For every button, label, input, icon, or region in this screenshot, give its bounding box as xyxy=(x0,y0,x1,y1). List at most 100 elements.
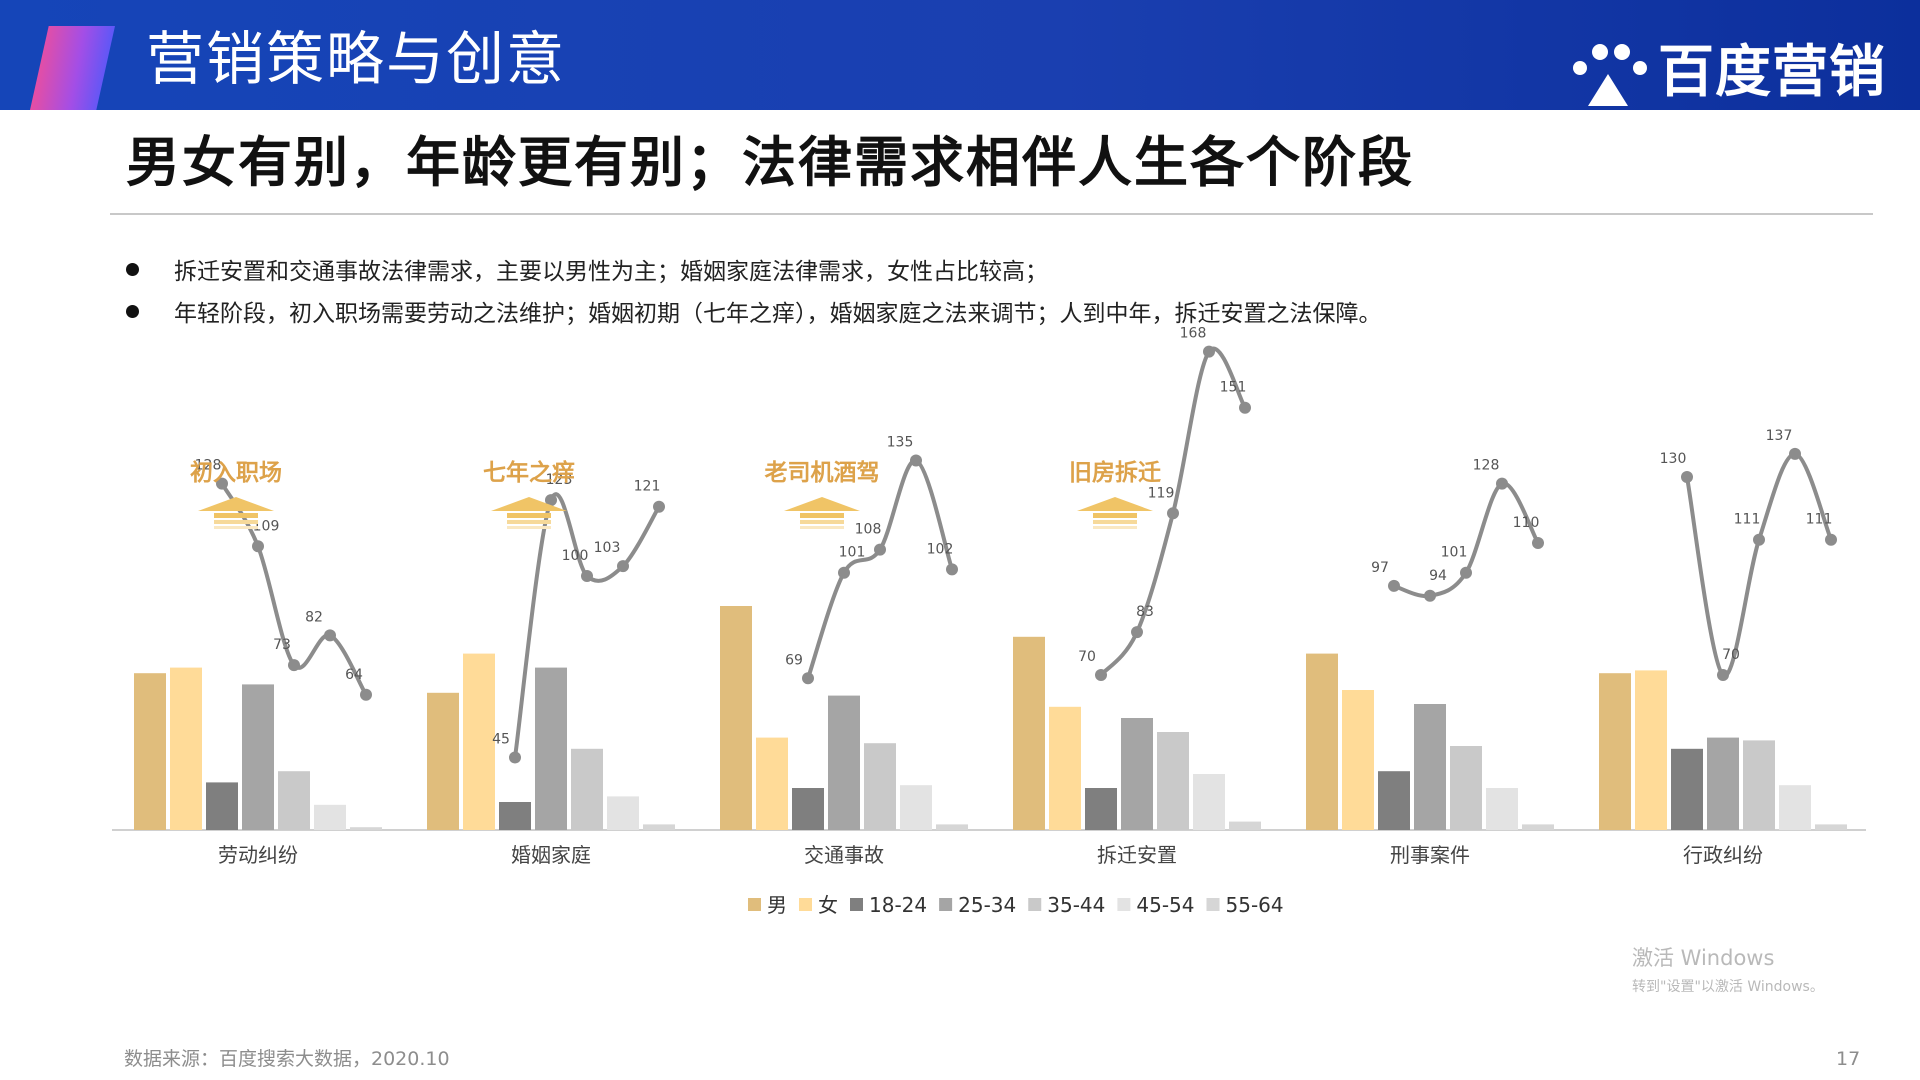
up-arrow-icon xyxy=(214,513,258,518)
index-line-交通事故 xyxy=(806,458,954,679)
up-arrow-icon xyxy=(198,497,274,511)
index-label-拆迁安置: 168 xyxy=(1180,326,1207,342)
index-point-劳动纠纷 xyxy=(288,659,300,672)
index-point-拆迁安置 xyxy=(1167,507,1179,520)
bar-55-64-交通事故 xyxy=(936,824,968,830)
index-point-刑事案件 xyxy=(1496,477,1508,490)
category-label: 劳动纠纷 xyxy=(218,843,298,867)
bar-25-34-劳动纠纷 xyxy=(242,684,274,830)
index-label-刑事案件: 97 xyxy=(1371,560,1389,576)
index-line-刑事案件 xyxy=(1393,481,1540,599)
bar-18-24-行政纠纷 xyxy=(1671,748,1703,830)
bar-女-劳动纠纷 xyxy=(170,667,202,830)
bullet-text: 拆迁安置和交通事故法律需求，主要以男性为主；婚姻家庭法律需求，女性占比较高； xyxy=(174,259,1048,285)
bar-男-行政纠纷 xyxy=(1599,673,1631,830)
legend-label: 18-24 xyxy=(869,893,927,917)
legend-label: 55-64 xyxy=(1226,893,1284,917)
bar-女-交通事故 xyxy=(756,737,788,830)
bullet-dot-icon xyxy=(126,304,139,318)
index-point-婚姻家庭 xyxy=(653,500,665,513)
index-label-婚姻家庭: 103 xyxy=(594,540,621,556)
up-arrow-icon xyxy=(1093,513,1137,518)
index-point-交通事故 xyxy=(802,672,814,685)
bar-男-交通事故 xyxy=(720,606,752,830)
index-point-婚姻家庭 xyxy=(617,560,629,573)
index-label-行政纠纷: 111 xyxy=(1806,512,1833,528)
index-label-婚姻家庭: 100 xyxy=(562,548,589,564)
up-arrow-icon xyxy=(1093,520,1137,524)
index-label-行政纠纷: 111 xyxy=(1734,512,1761,528)
section-title: 营销策略与创意 xyxy=(146,25,567,93)
bar-18-24-刑事案件 xyxy=(1378,771,1410,830)
bar-女-婚姻家庭 xyxy=(463,653,495,830)
index-point-刑事案件 xyxy=(1424,589,1436,602)
bar-55-64-劳动纠纷 xyxy=(350,827,382,830)
index-label-劳动纠纷: 82 xyxy=(305,609,323,625)
index-point-劳动纠纷 xyxy=(360,688,372,701)
index-label-刑事案件: 128 xyxy=(1473,458,1500,474)
bar-18-24-拆迁安置 xyxy=(1085,788,1117,830)
page-headline: 男女有别，年龄更有别；法律需求相伴人生各个阶段 xyxy=(126,131,1414,194)
bar-35-44-拆迁安置 xyxy=(1157,732,1189,830)
index-point-交通事故 xyxy=(838,566,850,579)
index-label-交通事故: 102 xyxy=(927,541,954,557)
bar-女-拆迁安置 xyxy=(1049,706,1081,830)
bullet-list: 拆迁安置和交通事故法律需求，主要以男性为主；婚姻家庭法律需求，女性占比较高； 年… xyxy=(126,248,1382,332)
bar-55-64-婚姻家庭 xyxy=(643,824,675,830)
bar-35-44-交通事故 xyxy=(864,743,896,830)
index-point-交通事故 xyxy=(874,543,886,556)
category-label: 刑事案件 xyxy=(1390,843,1470,867)
index-point-行政纠纷 xyxy=(1789,447,1801,460)
index-point-劳动纠纷 xyxy=(324,629,336,642)
bar-45-54-拆迁安置 xyxy=(1193,774,1225,830)
index-point-交通事故 xyxy=(946,563,958,576)
up-arrow-icon xyxy=(800,526,844,529)
brand-name: 百度营销 xyxy=(1658,40,1886,105)
up-arrow-icon xyxy=(1093,526,1137,529)
index-label-劳动纠纷: 64 xyxy=(345,667,363,683)
bar-45-54-劳动纠纷 xyxy=(314,804,346,830)
paw-icon xyxy=(1573,44,1647,106)
up-arrow-icon xyxy=(800,520,844,524)
index-point-行政纠纷 xyxy=(1753,533,1765,546)
bar-35-44-刑事案件 xyxy=(1450,746,1482,830)
index-point-婚姻家庭 xyxy=(509,751,521,764)
index-label-刑事案件: 101 xyxy=(1441,545,1468,561)
bar-55-64-刑事案件 xyxy=(1522,824,1554,830)
index-point-刑事案件 xyxy=(1388,579,1400,592)
bullet-dot-icon xyxy=(126,262,139,276)
index-label-行政纠纷: 137 xyxy=(1766,428,1793,444)
index-label-婚姻家庭: 45 xyxy=(492,732,510,748)
bar-女-行政纠纷 xyxy=(1635,670,1667,830)
index-label-婚姻家庭: 121 xyxy=(634,479,661,495)
legend-swatch-45-54 xyxy=(1117,898,1131,911)
index-label-劳动纠纷: 128 xyxy=(195,458,222,474)
index-point-刑事案件 xyxy=(1532,537,1544,549)
headline-divider xyxy=(110,213,1873,215)
up-arrow-icon xyxy=(491,497,567,511)
bullet-text: 年轻阶段，初入职场需要劳动之法维护；婚姻初期（七年之痒），婚姻家庭之法来调节；人… xyxy=(174,301,1382,327)
bar-35-44-劳动纠纷 xyxy=(278,771,310,830)
index-label-劳动纠纷: 73 xyxy=(273,637,291,653)
index-label-交通事故: 101 xyxy=(839,545,866,561)
category-label: 行政纠纷 xyxy=(1683,843,1763,867)
index-point-交通事故 xyxy=(910,454,922,467)
legend-swatch-男 xyxy=(748,898,761,911)
bar-25-34-婚姻家庭 xyxy=(535,667,567,830)
bar-55-64-行政纠纷 xyxy=(1815,824,1847,830)
bar-45-54-行政纠纷 xyxy=(1779,785,1811,830)
up-arrow-icon xyxy=(784,497,860,511)
legend-label: 女 xyxy=(818,893,838,917)
bar-45-54-刑事案件 xyxy=(1486,788,1518,830)
bar-18-24-交通事故 xyxy=(792,788,824,830)
bar-18-24-劳动纠纷 xyxy=(206,782,238,830)
legend-swatch-35-44 xyxy=(1028,898,1042,911)
bar-35-44-婚姻家庭 xyxy=(571,748,603,830)
index-label-刑事案件: 94 xyxy=(1429,568,1447,584)
bar-25-34-行政纠纷 xyxy=(1707,737,1739,830)
bar-男-婚姻家庭 xyxy=(427,692,459,830)
top-banner: 营销策略与创意 百度营销 xyxy=(0,0,1920,110)
callout-label: 初入职场 xyxy=(190,459,282,486)
legend-swatch-25-34 xyxy=(939,898,953,911)
